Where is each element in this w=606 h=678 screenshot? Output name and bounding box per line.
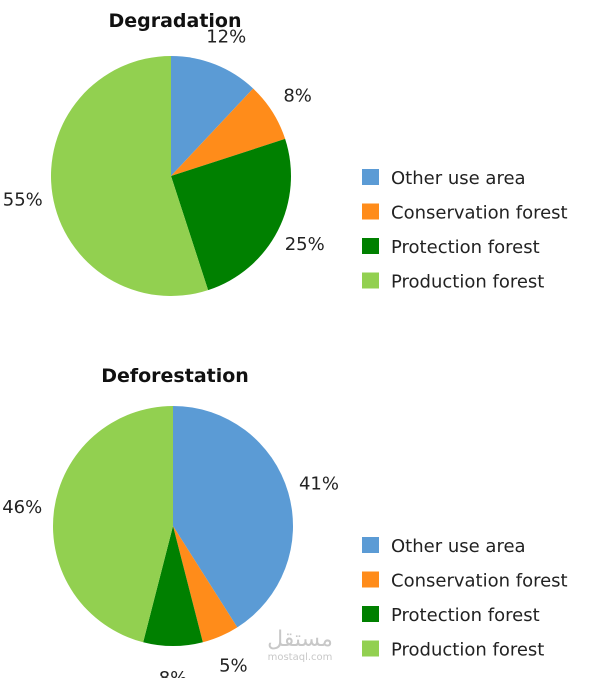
deforestation-legend-label-protection-forest: Protection forest	[391, 605, 540, 626]
degradation-slice-conservation-forest	[171, 88, 286, 176]
deforestation-label-protection-forest: 8%	[159, 668, 188, 678]
degradation-legend-swatch-other-use-area	[362, 169, 379, 185]
degradation-legend-label-protection-forest: Protection forest	[391, 237, 540, 258]
deforestation-legend-swatch-production-forest	[362, 640, 379, 657]
degradation-legend-swatch-production-forest	[362, 272, 379, 289]
degradation-legend: Other use area Conservation forest Protect…	[362, 168, 568, 293]
deforestation-label-other-use-area: 41%	[299, 474, 339, 495]
deforestation-slice-other-use-area	[173, 406, 294, 628]
degradation-slice-production-forest	[50, 56, 209, 296]
degradation-label-other-use-area: 12%	[206, 27, 246, 48]
degradation-legend-swatch-protection-forest	[362, 238, 379, 254]
degradation-label-conservation-forest: 8%	[283, 86, 312, 107]
degradation-slice-labels: 12% 8% 25% 55%	[3, 27, 325, 256]
deforestation-slice-production-forest	[52, 406, 174, 643]
deforestation-legend-label-other-use-area: Other use area	[391, 536, 526, 557]
deforestation-legend-swatch-protection-forest	[362, 606, 379, 622]
chart-title-deforestation: Deforestation	[101, 365, 249, 387]
degradation-pie	[50, 56, 291, 296]
deforestation-pie	[52, 406, 294, 647]
watermark-arabic: مستقل	[267, 627, 333, 652]
degradation-chart: Degradation 12% 8% 25% 55% Other use area Co…	[3, 10, 568, 296]
degradation-legend-label-conservation-forest: Conservation forest	[391, 203, 568, 224]
degradation-label-protection-forest: 25%	[285, 234, 325, 255]
deforestation-legend-label-production-forest: Production forest	[391, 640, 544, 661]
deforestation-chart: Deforestation 41% 5% 8% 46% Other use area C…	[2, 365, 567, 678]
deforestation-legend-swatch-other-use-area	[362, 537, 379, 553]
watermark: مستقل mostaql.com	[267, 627, 333, 663]
chart-title-degradation: Degradation	[108, 10, 241, 32]
degradation-slice-other-use-area	[171, 56, 254, 176]
deforestation-slice-conservation-forest	[173, 526, 238, 643]
degradation-legend-swatch-conservation-forest	[362, 203, 379, 220]
degradation-legend-label-production-forest: Production forest	[391, 272, 544, 293]
deforestation-label-conservation-forest: 5%	[219, 656, 248, 677]
deforestation-slice-labels: 41% 5% 8% 46%	[2, 474, 339, 678]
degradation-slice-protection-forest	[171, 138, 291, 291]
deforestation-legend-label-conservation-forest: Conservation forest	[391, 571, 568, 592]
deforestation-slice-protection-forest	[143, 526, 203, 647]
deforestation-label-production-forest: 46%	[2, 497, 42, 518]
degradation-legend-label-other-use-area: Other use area	[391, 168, 526, 189]
deforestation-legend: Other use area Conservation forest Protect…	[362, 536, 568, 661]
watermark-latin: mostaql.com	[268, 652, 333, 663]
deforestation-legend-swatch-conservation-forest	[362, 571, 379, 588]
degradation-label-production-forest: 55%	[3, 190, 43, 211]
